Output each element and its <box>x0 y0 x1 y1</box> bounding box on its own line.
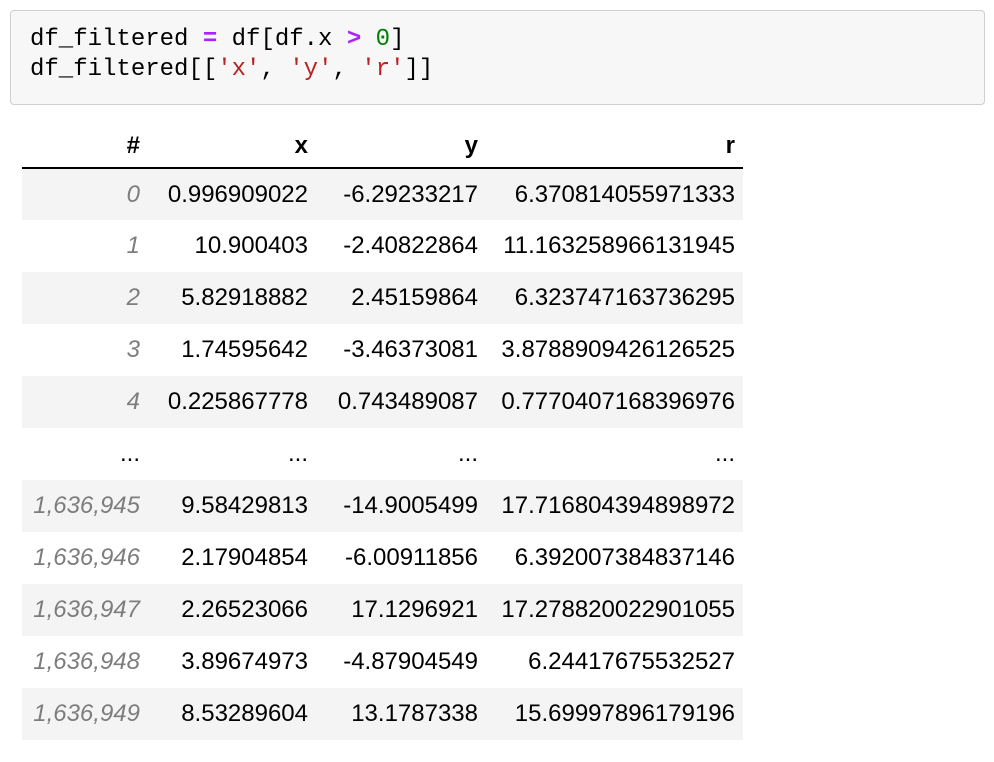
column-header-index: # <box>22 128 148 169</box>
code-token-operator: = <box>202 26 218 53</box>
code-token-string: 'r' <box>361 56 405 83</box>
row-index-cell: 3 <box>126 336 140 363</box>
table-row: 1,636,949 8.53289604 13.1787338 15.69997896… <box>22 688 743 740</box>
column-header-y: y <box>316 128 486 169</box>
value-cell: 0.996909022 <box>167 180 308 208</box>
row-index-cell: 1,636,949 <box>33 700 140 727</box>
row-index-cell: 1,636,946 <box>33 544 140 571</box>
value-cell: 5.82918882 <box>181 284 308 311</box>
value-cell: 2.17904854 <box>181 544 308 571</box>
value-cell: 1.74595642 <box>181 336 308 363</box>
code-token-plain: , <box>260 56 290 83</box>
code-token-plain <box>361 26 375 53</box>
value-cell: -2.40822864 <box>343 232 478 259</box>
table-row: 1,636,947 2.26523066 17.1296921 17.27882002… <box>22 584 743 636</box>
value-cell: 17.278820022901055 <box>501 596 735 623</box>
value-cell: 6.370814055971333 <box>514 180 735 208</box>
value-cell: 0.743489087 <box>337 388 478 415</box>
code-token-plain: df_filtered[[ <box>30 56 218 83</box>
value-cell: 15.69997896179196 <box>514 700 735 727</box>
table-body: 0 0.996909022 -6.29233217 6.370814055971333… <box>22 168 743 740</box>
table-row: 0 0.996909022 -6.29233217 6.370814055971333 <box>22 168 743 220</box>
dataframe-table: # x y r 0 0.996909022 -6.29233217 6.3708140559… <box>22 128 743 740</box>
ellipsis-row: ............ <box>22 428 743 480</box>
table-head: # x y r <box>22 128 743 169</box>
table-row: 3 1.74595642 -3.46373081 3.8788909426126525 <box>22 324 743 376</box>
table-row: 2 5.82918882 2.45159864 6.323747163736295 <box>22 272 743 324</box>
value-cell: -6.00911856 <box>344 544 478 571</box>
row-index-cell: 1,636,948 <box>33 648 140 675</box>
value-cell: 6.392007384837146 <box>514 544 735 571</box>
code-lines: df_filtered = df[df.x > 0] df_filtered[['… <box>30 25 974 85</box>
row-index-cell: 1,636,945 <box>33 492 140 519</box>
value-cell: 0.225867778 <box>167 388 308 415</box>
code-line: df_filtered[['x', 'y', 'r']] <box>30 55 974 85</box>
code-token-plain: df[df.x <box>217 26 347 53</box>
row-index-cell: 1 <box>126 232 140 259</box>
table-row: 1,636,946 2.17904854 -6.00911856 6.39200738… <box>22 532 743 584</box>
column-header-r: r <box>486 128 743 169</box>
code-token-plain: , <box>332 56 362 83</box>
code-line: df_filtered = df[df.x > 0] <box>30 25 974 55</box>
value-cell: -3.46373081 <box>343 336 478 363</box>
value-cell: 10.900403 <box>194 232 308 259</box>
value-cell: ... <box>457 440 478 467</box>
value-cell: 2.45159864 <box>351 284 478 311</box>
code-token-string: 'y' <box>289 56 333 83</box>
table-row: 1,636,945 9.58429813 -14.9005499 17.7168043… <box>22 480 743 532</box>
table-header-row: # x y r <box>22 128 743 169</box>
code-token-plain: ]] <box>404 56 434 83</box>
code-token-string: 'x' <box>217 56 261 83</box>
code-cell[interactable]: df_filtered = df[df.x > 0] df_filtered[['… <box>10 10 985 105</box>
value-cell: 9.58429813 <box>181 492 308 519</box>
code-token-number: 0 <box>375 26 391 53</box>
code-token-plain: df_filtered <box>30 26 203 53</box>
value-cell: 6.24417675532527 <box>528 648 735 675</box>
table-row: 4 0.225867778 0.743489087 0.777040716839697… <box>22 376 743 428</box>
value-cell: 17.716804394898972 <box>501 492 735 519</box>
value-cell: 2.26523066 <box>181 596 308 623</box>
value-cell: 0.7770407168396976 <box>501 388 735 415</box>
code-token-operator: > <box>346 26 362 53</box>
value-cell: -6.29233217 <box>343 180 478 208</box>
row-index-cell: 0 <box>126 180 140 208</box>
row-index-cell: 4 <box>126 388 140 415</box>
value-cell: ... <box>714 440 735 467</box>
value-cell: 3.89674973 <box>181 648 308 675</box>
table-row: 1,636,948 3.89674973 -4.87904549 6.24417675… <box>22 636 743 688</box>
table-row: 1 10.900403 -2.40822864 11.163258966131945 <box>22 220 743 272</box>
value-cell: 17.1296921 <box>351 596 478 623</box>
value-cell: 8.53289604 <box>181 700 308 727</box>
row-index-cell: ... <box>119 440 140 467</box>
value-cell: ... <box>287 440 308 467</box>
value-cell: 3.8788909426126525 <box>501 336 735 363</box>
value-cell: -4.87904549 <box>343 648 478 675</box>
value-cell: 13.1787338 <box>351 700 478 727</box>
row-index-cell: 1,636,947 <box>33 596 140 623</box>
value-cell: 11.163258966131945 <box>503 232 735 259</box>
column-header-x: x <box>148 128 316 169</box>
value-cell: -14.9005499 <box>343 492 478 519</box>
value-cell: 6.323747163736295 <box>514 284 735 311</box>
code-token-plain: ] <box>390 26 405 53</box>
row-index-cell: 2 <box>126 284 140 311</box>
